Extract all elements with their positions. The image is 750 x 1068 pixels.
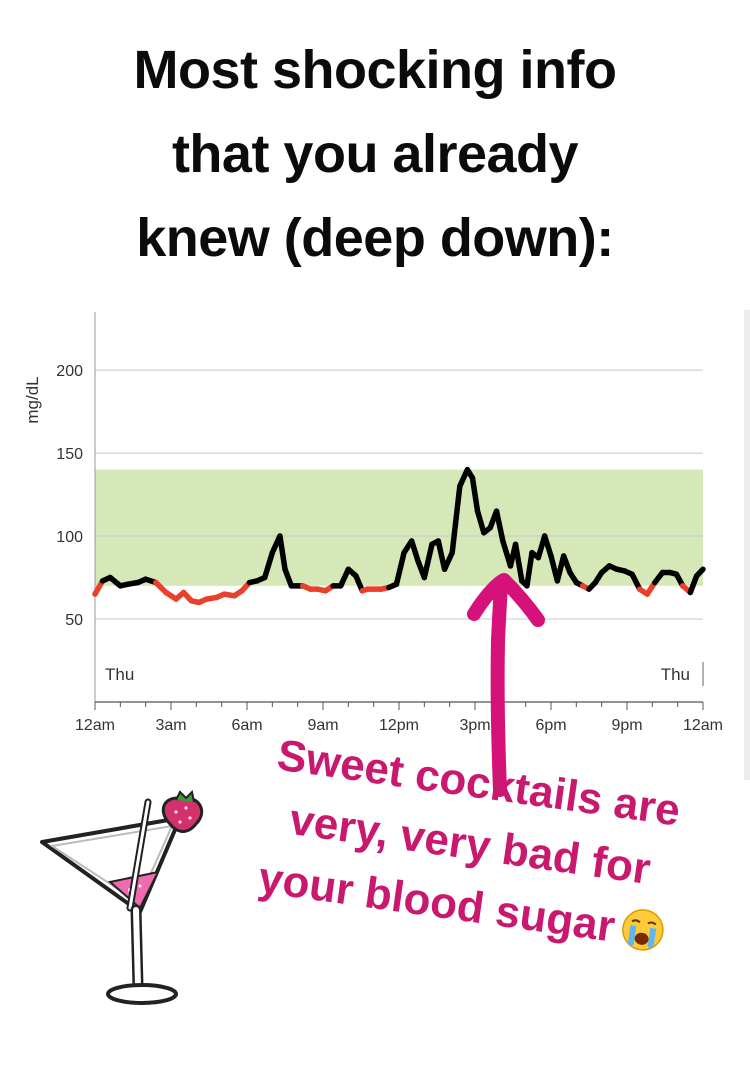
glucose-segment	[693, 566, 706, 579]
y-tick-label: 200	[56, 363, 83, 380]
glucose-segment	[512, 541, 525, 584]
glucose-segment	[393, 549, 407, 587]
y-tick-label: 100	[56, 529, 83, 546]
glucose-segment	[474, 508, 487, 536]
headline-line-3: knew (deep down):	[136, 208, 614, 268]
glucose-segment	[277, 533, 288, 572]
glucose-segment	[441, 549, 455, 572]
image-edge-strip	[744, 310, 750, 780]
headline: Most shocking info that you already knew…	[0, 28, 750, 280]
glucose-segment	[560, 553, 573, 576]
y-tick-label: 150	[56, 446, 83, 463]
headline-line-1: Most shocking info	[133, 40, 618, 100]
glucose-segment	[469, 475, 481, 514]
glucose-segment	[337, 566, 352, 589]
x-tick-label: 6am	[231, 717, 262, 734]
arrow-shaft	[490, 578, 508, 797]
glucose-segment	[408, 538, 421, 564]
y-tick-label: 50	[65, 612, 83, 629]
x-tick-label: 12pm	[379, 717, 419, 734]
glucose-segment	[261, 549, 276, 581]
glucose-segment	[687, 573, 700, 596]
annotation-arrow	[467, 573, 545, 797]
glucose-segment	[421, 541, 435, 581]
y-axis-label: mg/dL	[23, 376, 42, 423]
x-tick-label: 6pm	[535, 717, 566, 734]
glucose-segment	[493, 508, 506, 544]
glucose-segment	[449, 483, 463, 556]
x-tick-label: 12am	[75, 717, 115, 734]
glucose-segment	[282, 566, 295, 589]
x-tick-label: 9pm	[611, 717, 642, 734]
x-tick-label: 9am	[307, 717, 338, 734]
x-tick-label: 12am	[683, 717, 723, 734]
glucose-segment	[541, 533, 554, 559]
x-tick-label: 3pm	[459, 717, 490, 734]
x-tick-label: 3am	[155, 717, 186, 734]
crying-face-icon	[621, 909, 664, 951]
glucose-segment	[629, 571, 643, 592]
cocktail-icon	[40, 790, 204, 1005]
caption-line-3: your blood sugar	[200, 840, 724, 974]
day-label-left: Thu	[105, 665, 134, 684]
arrow-head	[467, 573, 545, 627]
caption: Sweet cocktails are very, very bad for y…	[200, 717, 741, 974]
glucose-segment	[435, 538, 448, 572]
glucose-segment	[524, 549, 535, 589]
day-label-right: Thu	[661, 665, 690, 684]
headline-line-2: that you already	[171, 124, 579, 184]
